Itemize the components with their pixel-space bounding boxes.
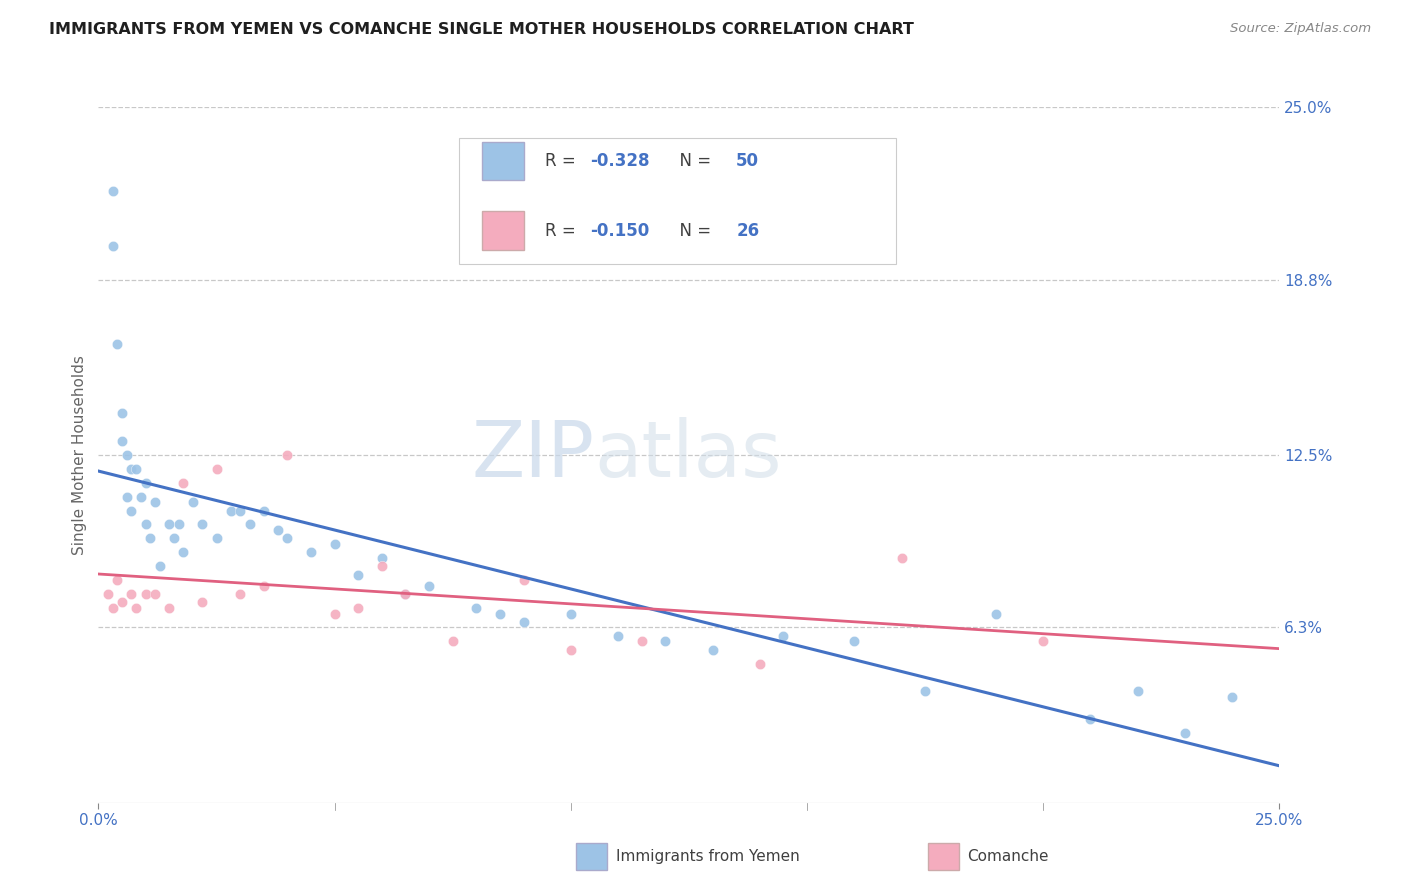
Point [371, 550, 394, 565]
Point [1220, 690, 1243, 704]
Point [1080, 712, 1102, 726]
Point [205, 532, 228, 546]
Point [394, 587, 416, 601]
Point [129, 490, 152, 504]
Point [276, 532, 298, 546]
Point [229, 587, 252, 601]
Point [267, 523, 290, 537]
Point [347, 601, 370, 615]
Point [253, 503, 276, 517]
Point [560, 607, 582, 621]
Text: 50: 50 [737, 152, 759, 170]
FancyBboxPatch shape [458, 138, 896, 263]
Point [143, 495, 166, 509]
Point [253, 579, 276, 593]
Point [167, 517, 190, 532]
Text: -0.328: -0.328 [589, 152, 650, 170]
Point [111, 595, 134, 609]
Point [512, 573, 534, 587]
Point [172, 545, 194, 559]
Point [702, 642, 724, 657]
Text: N =: N = [669, 221, 716, 240]
Point [115, 448, 138, 462]
Point [125, 462, 148, 476]
Text: R =: R = [546, 221, 581, 240]
Text: Comanche: Comanche [967, 849, 1049, 863]
FancyBboxPatch shape [482, 211, 523, 250]
Point [121, 587, 143, 601]
Point [560, 642, 582, 657]
Point [219, 503, 242, 517]
Point [135, 475, 157, 490]
Text: N =: N = [669, 152, 716, 170]
Point [984, 607, 1007, 621]
Point [1174, 726, 1197, 740]
Text: -0.150: -0.150 [589, 221, 650, 240]
Point [105, 573, 128, 587]
Point [418, 579, 440, 593]
Point [149, 559, 172, 574]
FancyBboxPatch shape [482, 142, 523, 180]
Point [347, 567, 370, 582]
Point [844, 634, 866, 648]
Point [276, 448, 298, 462]
Point [394, 587, 416, 601]
Point [143, 587, 166, 601]
Point [121, 462, 143, 476]
Point [748, 657, 770, 671]
Point [163, 532, 186, 546]
Point [371, 559, 394, 574]
Text: R =: R = [546, 152, 581, 170]
Point [191, 595, 214, 609]
Text: 26: 26 [737, 221, 759, 240]
Point [135, 587, 157, 601]
Point [441, 634, 464, 648]
Point [157, 517, 180, 532]
Text: Immigrants from Yemen: Immigrants from Yemen [616, 849, 800, 863]
Point [239, 517, 262, 532]
Point [111, 434, 134, 448]
Point [115, 490, 138, 504]
Point [465, 601, 488, 615]
Point [125, 601, 148, 615]
Text: IMMIGRANTS FROM YEMEN VS COMANCHE SINGLE MOTHER HOUSEHOLDS CORRELATION CHART: IMMIGRANTS FROM YEMEN VS COMANCHE SINGLE… [49, 22, 914, 37]
Text: Source: ZipAtlas.com: Source: ZipAtlas.com [1230, 22, 1371, 36]
Point [323, 537, 346, 551]
Point [654, 634, 676, 648]
Point [890, 550, 912, 565]
Text: atlas: atlas [595, 417, 782, 493]
Point [229, 503, 252, 517]
Point [135, 517, 157, 532]
Point [205, 462, 228, 476]
Point [1032, 634, 1054, 648]
Point [191, 517, 214, 532]
Point [1126, 684, 1149, 698]
Point [101, 239, 124, 253]
Point [121, 503, 143, 517]
Point [101, 184, 124, 198]
Text: ZIP: ZIP [471, 417, 595, 493]
Point [772, 629, 794, 643]
Point [914, 684, 936, 698]
Point [323, 607, 346, 621]
Point [172, 475, 194, 490]
Point [105, 336, 128, 351]
Point [512, 615, 534, 629]
Point [607, 629, 630, 643]
Point [97, 587, 120, 601]
Point [489, 607, 512, 621]
Point [630, 634, 652, 648]
Point [111, 406, 134, 420]
Point [139, 532, 162, 546]
Point [181, 495, 204, 509]
Point [157, 601, 180, 615]
Y-axis label: Single Mother Households: Single Mother Households [72, 355, 87, 555]
Point [299, 545, 322, 559]
Point [101, 601, 124, 615]
